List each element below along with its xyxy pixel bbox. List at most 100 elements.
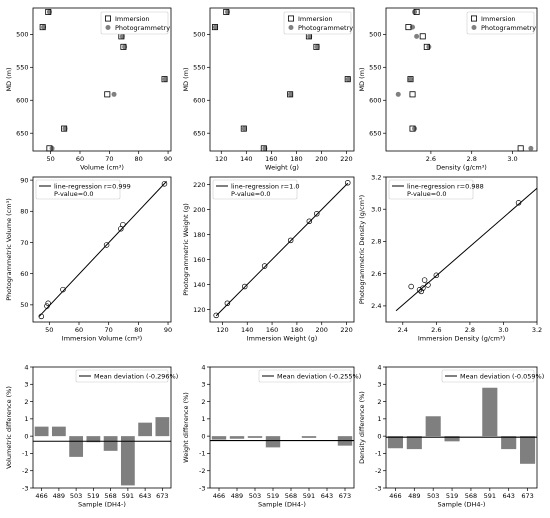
legend-regression-label: line-regression r=1.0 xyxy=(231,182,299,190)
bar xyxy=(211,436,227,440)
immersion-marker xyxy=(405,24,412,31)
y-tick-label: -2 xyxy=(199,467,205,475)
regression-line xyxy=(395,187,538,312)
data-point xyxy=(44,303,50,309)
immersion-marker xyxy=(344,76,351,83)
photogrammetry-marker xyxy=(528,145,534,151)
photogrammetry-marker xyxy=(62,126,68,132)
x-tick-label: 180 xyxy=(291,326,303,334)
y-axis-label: Weight difference (%) xyxy=(182,392,190,463)
y-axis-label: Volumetric difference (%) xyxy=(5,386,13,469)
y-tick-label: 500 xyxy=(369,31,381,39)
y-tick-label: -2 xyxy=(22,467,28,475)
photogrammetry-marker xyxy=(395,91,401,97)
legend-box xyxy=(35,179,121,200)
legend-entry-photogrammetry: Photogrammetry xyxy=(481,24,536,32)
y-tick-label: 90 xyxy=(20,176,28,184)
plot-frame xyxy=(385,366,538,489)
data-point xyxy=(103,242,110,248)
y-axis-label: Density difference (%) xyxy=(358,391,366,464)
x-tick-label: 503 xyxy=(70,492,82,500)
x-axis-label: Immersion Weight (g) xyxy=(247,335,318,343)
immersion-marker xyxy=(470,15,477,22)
x-tick-label: 3.2 xyxy=(532,326,542,334)
y-tick-label: 650 xyxy=(193,130,205,138)
x-tick-label: 673 xyxy=(156,492,168,500)
photogrammetry-marker xyxy=(41,24,47,30)
data-point xyxy=(420,285,426,291)
x-tick-label: 489 xyxy=(408,492,420,500)
x-tick-label: 160 xyxy=(265,155,277,163)
data-point xyxy=(306,218,313,225)
immersion-marker xyxy=(39,24,46,31)
x-tick-label: 519 xyxy=(267,492,279,500)
x-tick-label: 70 xyxy=(105,155,113,163)
legend: Mean deviation (-0.255%) xyxy=(258,369,361,383)
y-tick-label: 550 xyxy=(193,64,205,72)
chart-panel: -3 -2 -1 0 1 2 3 4 466 489 503 519 568 591 643 673 Sampl… xyxy=(5,363,178,508)
immersion-marker xyxy=(240,125,247,132)
data-point xyxy=(314,211,320,217)
legend-box xyxy=(100,11,169,35)
y-tick-label: -1 xyxy=(199,450,205,458)
bar xyxy=(247,436,263,438)
data-point xyxy=(421,277,428,283)
immersion-marker xyxy=(104,91,111,98)
immersion-marker xyxy=(161,76,168,83)
x-tick-label: 568 xyxy=(104,492,116,500)
x-tick-label: 140 xyxy=(240,155,252,163)
legend-mean-label: Mean deviation (-0.059%) xyxy=(460,372,544,380)
immersion-marker xyxy=(287,91,294,98)
bar xyxy=(301,436,317,438)
y-tick-label: 0 xyxy=(24,432,28,440)
legend: Mean deviation (-0.296%) xyxy=(75,369,178,383)
y-tick-label: 600 xyxy=(16,97,28,105)
photogrammetry-marker xyxy=(119,33,125,39)
x-tick-label: 120 xyxy=(215,155,227,163)
x-tick-label: 140 xyxy=(241,326,253,334)
photogrammetry-marker xyxy=(225,9,231,15)
plot-frame xyxy=(385,176,538,323)
legend-pvalue-label: P-value=0.0 xyxy=(407,190,447,198)
plot-frame xyxy=(209,366,355,489)
x-axis-label: Sample (DH4-) xyxy=(78,501,126,509)
x-axis-label: Sample (DH4-) xyxy=(438,501,486,509)
data-point xyxy=(242,283,248,290)
legend-entry-immersion: Immersion xyxy=(298,15,333,23)
bar xyxy=(138,422,153,437)
data-point xyxy=(408,283,414,290)
y-tick-label: 3.2 xyxy=(371,173,381,181)
y-tick-label: -1 xyxy=(22,450,28,458)
bar xyxy=(51,426,66,437)
x-tick-label: 80 xyxy=(134,326,142,334)
y-tick-label: 2 xyxy=(201,398,205,406)
x-tick-label: 503 xyxy=(427,492,439,500)
chart-panel: 120 140 160 180 200 220 120 140 160 180 200 220 Imme… xyxy=(182,176,355,343)
data-point xyxy=(45,300,51,307)
x-tick-label: 70 xyxy=(105,326,113,334)
bar xyxy=(103,436,118,451)
x-tick-label: 2.4 xyxy=(398,326,408,334)
bar xyxy=(387,436,403,449)
plot-frame xyxy=(209,176,355,323)
photogrammetry-marker xyxy=(412,126,418,132)
y-tick-label: 50 xyxy=(20,301,28,309)
y-tick-label: -3 xyxy=(199,484,205,492)
photogrammetry-marker xyxy=(414,33,420,39)
legend: Mean deviation (-0.059%) xyxy=(441,369,544,383)
bar xyxy=(520,436,536,464)
y-tick-label: 2.6 xyxy=(371,270,381,278)
y-tick-label: 650 xyxy=(16,130,28,138)
legend-marker-photogrammetry xyxy=(288,25,294,30)
immersion-marker xyxy=(61,125,68,132)
y-tick-label: -3 xyxy=(375,484,381,492)
legend-entry-immersion: Immersion xyxy=(115,15,150,23)
immersion-marker xyxy=(409,91,416,98)
bar xyxy=(34,426,49,437)
immersion-marker xyxy=(45,8,52,15)
legend-entry-photogrammetry: Photogrammetry xyxy=(115,24,170,32)
